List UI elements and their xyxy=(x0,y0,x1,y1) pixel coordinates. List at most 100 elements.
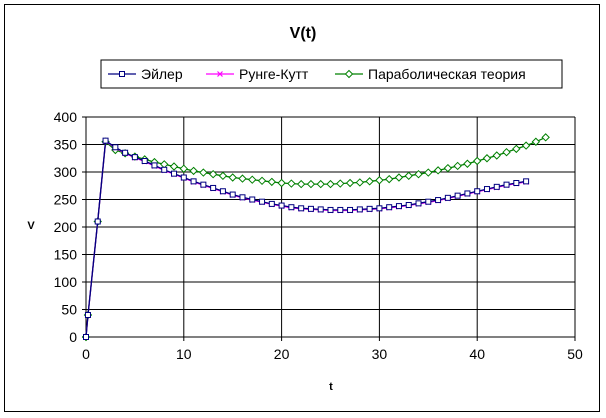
series-0-point-13 xyxy=(200,181,207,188)
series-0-point-33 xyxy=(395,203,402,210)
series-0-point-41 xyxy=(474,188,481,195)
series-0-point-7 xyxy=(141,158,148,164)
series-2-point-38 xyxy=(443,163,453,173)
series-2-point-11 xyxy=(179,164,189,173)
series-2-point-29 xyxy=(355,178,365,187)
series-2 xyxy=(81,133,550,342)
series-2-point-43 xyxy=(492,151,501,160)
series-0-point-37 xyxy=(435,197,442,204)
series-2-point-14 xyxy=(208,169,218,179)
series-2-point-36 xyxy=(424,168,433,177)
legend-label-0: Эйлер xyxy=(141,66,183,82)
series-0-point-12 xyxy=(190,178,197,185)
x-tick-label-4: 40 xyxy=(469,346,485,362)
y-tick-label-2: 100 xyxy=(54,274,78,290)
series-2-point-26 xyxy=(326,179,335,189)
y-tick-label-3: 150 xyxy=(54,247,78,263)
x-axis-title: t xyxy=(329,381,333,393)
series-0-point-14 xyxy=(210,184,217,191)
x-tick-label-3: 30 xyxy=(372,346,388,362)
series-2-point-32 xyxy=(384,174,394,184)
series-2-point-18 xyxy=(248,175,257,184)
series-0-point-4 xyxy=(112,144,119,151)
series-0-point-38 xyxy=(444,194,451,201)
series-0-point-15 xyxy=(219,188,226,195)
series-0-point-6 xyxy=(131,154,138,161)
series-0-point-8 xyxy=(151,162,158,169)
series-2-point-37 xyxy=(433,166,443,175)
series-0-point-36 xyxy=(425,198,432,205)
series-2-point-44 xyxy=(502,147,511,157)
legend-marker-1-stroke-b xyxy=(217,71,223,77)
series-2-point-39 xyxy=(453,161,462,171)
series-0 xyxy=(83,137,530,340)
series-0-point-16 xyxy=(229,191,236,198)
series-0-point-1 xyxy=(84,312,91,318)
series-2-point-21 xyxy=(277,178,286,188)
series-2-point-24 xyxy=(306,179,316,189)
y-tick-label-1: 50 xyxy=(61,302,77,318)
series-0-point-9 xyxy=(161,166,168,173)
series-2-point-25 xyxy=(316,179,325,189)
series-0-point-32 xyxy=(386,204,393,211)
legend-marker-0 xyxy=(119,71,125,77)
y-tick-label-0: 0 xyxy=(69,329,77,345)
series-2-point-33 xyxy=(394,173,404,182)
series-0-point-30 xyxy=(366,205,373,212)
series-2-point-28 xyxy=(345,178,355,188)
legend-marker-2 xyxy=(344,69,354,79)
series-0-point-35 xyxy=(415,200,422,207)
legend-box xyxy=(100,59,563,89)
series-2-point-42 xyxy=(482,154,492,163)
series-0-point-10 xyxy=(171,170,178,177)
series-0-point-29 xyxy=(356,206,363,213)
series-0-point-3 xyxy=(102,137,109,144)
series-0-point-2 xyxy=(94,218,101,225)
series-0-point-17 xyxy=(239,194,246,201)
series-0-point-11 xyxy=(180,174,187,181)
y-tick-label-6: 300 xyxy=(54,164,78,180)
series-0-point-31 xyxy=(376,205,383,212)
chart-title: V(t) xyxy=(290,25,317,42)
x-tick-label-1: 10 xyxy=(176,346,192,362)
series-2-point-23 xyxy=(296,179,306,189)
series-0-point-0 xyxy=(83,334,89,340)
series-2-point-10 xyxy=(169,162,179,171)
series-0-point-18 xyxy=(249,196,256,203)
series-2-point-15 xyxy=(218,171,228,181)
series-0-point-46 xyxy=(523,178,530,185)
series-0-point-23 xyxy=(298,205,305,212)
series-0-point-42 xyxy=(483,186,490,193)
legend-label-1: Рунге-Кутт xyxy=(239,66,309,82)
x-tick-label-0: 0 xyxy=(82,346,90,362)
series-0-point-34 xyxy=(405,202,412,208)
legend-marker-1 xyxy=(217,71,223,77)
series-2-point-13 xyxy=(199,168,208,177)
series-2-point-17 xyxy=(238,174,247,183)
series-0-point-27 xyxy=(337,206,344,213)
series-2-point-40 xyxy=(463,159,472,168)
series-0-point-21 xyxy=(278,202,285,209)
series-2-point-35 xyxy=(414,169,423,179)
y-tick-label-8: 400 xyxy=(54,109,78,125)
y-tick-label-4: 200 xyxy=(54,219,78,235)
series-0-point-44 xyxy=(503,181,510,188)
legend-label-2: Параболическая теория xyxy=(368,66,526,82)
series-0-point-19 xyxy=(259,198,266,205)
series-2-point-16 xyxy=(228,173,237,182)
x-tick-label-5: 50 xyxy=(567,346,583,362)
series-0-point-28 xyxy=(347,206,354,213)
x-tick-label-2: 20 xyxy=(274,346,290,362)
series-0-point-24 xyxy=(307,205,314,212)
series-2-point-31 xyxy=(375,176,384,185)
y-axis-title: V xyxy=(27,220,35,232)
series-2-point-12 xyxy=(189,166,198,176)
series-2-point-45 xyxy=(512,144,521,154)
series-0-point-39 xyxy=(454,192,461,199)
y-tick-label-7: 350 xyxy=(54,137,78,153)
series-2-point-41 xyxy=(472,156,482,166)
series-0-point-40 xyxy=(464,190,471,197)
series-2-point-20 xyxy=(267,177,277,187)
series-0-point-25 xyxy=(317,206,324,213)
